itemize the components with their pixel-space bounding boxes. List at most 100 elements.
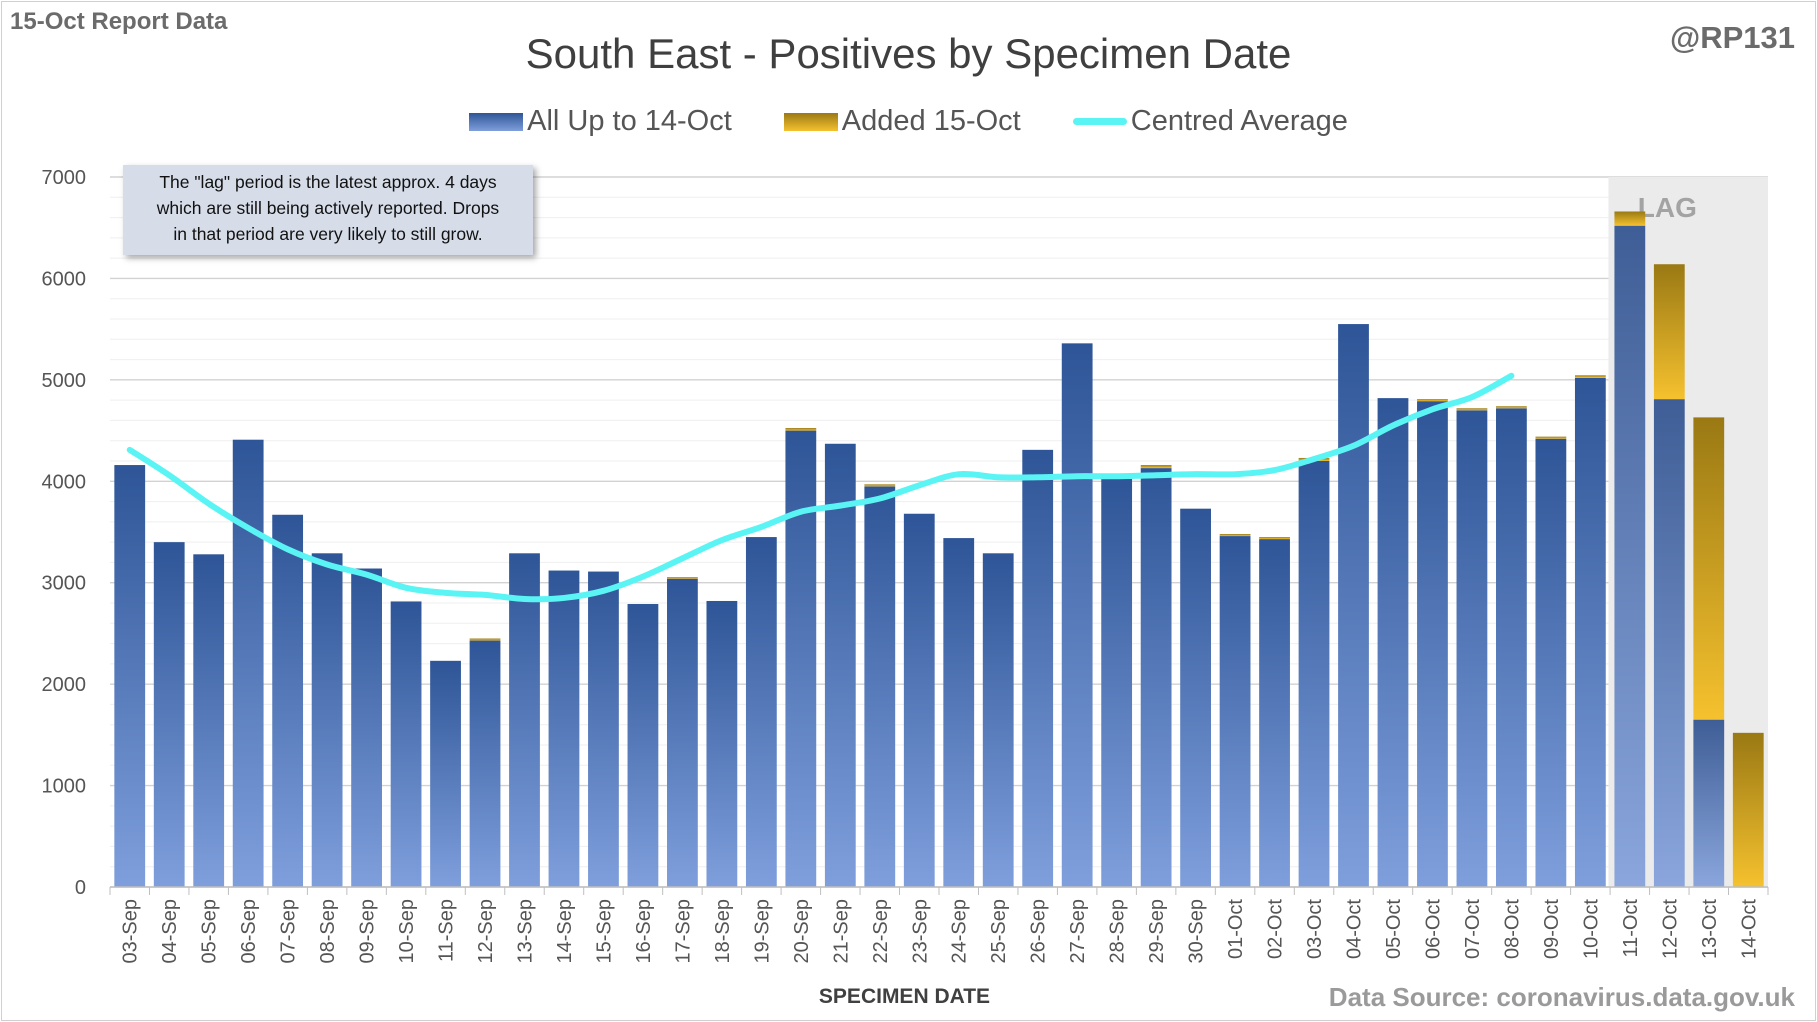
bar-added-29-Sep (1140, 465, 1172, 469)
legend-label-base: All Up to 14-Oct (527, 105, 732, 137)
bar-base-06-Sep (232, 439, 264, 887)
bar-base-22-Sep (864, 486, 896, 887)
bar-added-12-Oct (1653, 264, 1685, 400)
bar-base-24-Sep (943, 538, 975, 887)
lag-label: LAG (1638, 192, 1697, 223)
x-tick-label: 24-Sep (949, 899, 971, 964)
bar-base-10-Oct (1574, 377, 1606, 887)
bar-base-18-Sep (706, 600, 738, 887)
bar-base-23-Sep (903, 513, 935, 887)
bar-base-17-Sep (667, 578, 698, 887)
x-tick-label: 08-Sep (317, 899, 339, 964)
x-tick-label: 14-Oct (1738, 899, 1760, 959)
x-tick-label: 26-Sep (1028, 899, 1050, 964)
x-tick-label: 08-Oct (1501, 899, 1523, 959)
legend-swatch-added (783, 112, 838, 131)
bar-base-02-Oct (1259, 539, 1290, 887)
y-tick-label: 0 (75, 877, 86, 899)
x-tick-label: 04-Sep (159, 899, 181, 964)
x-tick-label: 06-Sep (238, 899, 260, 964)
bar-base-11-Sep (430, 660, 461, 887)
bar-base-28-Sep (1101, 478, 1133, 887)
x-tick-label: 27-Sep (1067, 899, 1089, 964)
legend-item-average: Centred Average (1072, 105, 1348, 138)
bar-base-26-Sep (1022, 449, 1054, 887)
bar-base-15-Sep (588, 571, 619, 887)
x-tick-label: 09-Oct (1541, 899, 1563, 959)
bar-base-07-Sep (272, 514, 304, 887)
bar-base-30-Sep (1180, 508, 1211, 887)
centred-average-line (126, 372, 1515, 603)
legend-label-added: Added 15-Oct (841, 105, 1021, 137)
bar-added-07-Oct (1456, 408, 1488, 411)
x-tick-label: 12-Oct (1659, 899, 1681, 959)
bar-added-10-Oct (1574, 375, 1606, 378)
bar-base-03-Oct (1298, 461, 1330, 887)
bar-base-03-Sep (114, 465, 146, 887)
x-tick-label: 05-Sep (199, 899, 221, 964)
legend-item-added: Added 15-Oct (783, 105, 1021, 138)
bar-base-05-Oct (1377, 398, 1409, 887)
x-tick-label: 29-Sep (1146, 899, 1168, 964)
x-tick-label: 15-Sep (593, 899, 615, 964)
x-tick-label: 20-Sep (791, 899, 813, 964)
chart-title: South East - Positives by Specimen Date (525, 30, 1292, 77)
bar-added-01-Oct (1219, 534, 1251, 537)
x-tick-label: 16-Sep (633, 899, 655, 964)
bar-base-20-Sep (785, 430, 817, 887)
y-tick-label: 4000 (42, 471, 87, 493)
bar-base-04-Oct (1338, 324, 1369, 888)
x-tick-label: 13-Sep (515, 899, 537, 964)
lag-note-line-1: The "lag" period is the latest approx. 4… (159, 172, 497, 192)
y-tick-label: 7000 (42, 167, 87, 189)
x-tick-label: 05-Oct (1383, 899, 1405, 959)
bar-base-13-Sep (509, 553, 540, 887)
legend-label-average: Centred Average (1130, 105, 1348, 137)
x-tick-label: 10-Sep (396, 899, 418, 964)
bar-base-09-Oct (1535, 438, 1567, 887)
bar-base-07-Oct (1456, 410, 1488, 887)
x-tick-label: 11-Sep (436, 899, 458, 962)
x-tick-label: 21-Sep (830, 899, 852, 964)
bar-base-13-Oct (1693, 719, 1725, 887)
bar-added-14-Oct (1732, 732, 1764, 887)
x-tick-label: 07-Oct (1462, 899, 1484, 959)
x-tick-label: 01-Oct (1225, 899, 1247, 959)
lag-note-line-3: in that period are very likely to still … (173, 224, 483, 244)
bar-added-06-Oct (1417, 399, 1448, 402)
x-tick-label: 18-Sep (712, 899, 734, 964)
bar-base-29-Sep (1140, 468, 1172, 887)
x-tick-label: 07-Sep (278, 899, 300, 964)
bar-base-08-Oct (1496, 408, 1527, 887)
bar-added-22-Sep (864, 484, 896, 487)
y-tick-label: 6000 (42, 268, 87, 290)
bar-base-19-Sep (745, 537, 777, 887)
bar-base-21-Sep (824, 443, 856, 887)
x-tick-label: 14-Sep (554, 899, 576, 964)
bar-added-09-Oct (1535, 436, 1567, 439)
bar-added-02-Oct (1259, 537, 1290, 540)
x-tick-label: 17-Sep (672, 899, 694, 964)
data-source-label: Data Source: coronavirus.data.gov.uk (1328, 982, 1795, 1012)
lag-note-line-2: which are still being actively reported.… (156, 198, 500, 218)
y-tick-label: 1000 (42, 776, 87, 798)
legend-item-base: All Up to 14-Oct (469, 105, 732, 138)
x-tick-label: 06-Oct (1422, 899, 1444, 959)
x-tick-label: 03-Oct (1304, 899, 1326, 959)
y-tick-label: 3000 (42, 573, 87, 595)
bar-base-12-Oct (1653, 399, 1685, 887)
author-handle: @RP131 (1669, 20, 1795, 55)
x-tick-label: 03-Sep (120, 899, 142, 964)
x-tick-label: 13-Oct (1699, 899, 1721, 959)
bar-base-16-Sep (627, 604, 659, 887)
x-axis-title: SPECIMEN DATE (818, 985, 991, 1008)
bar-base-11-Oct (1614, 225, 1646, 887)
x-tick-label: 23-Sep (909, 899, 931, 964)
bar-base-05-Sep (193, 554, 225, 887)
x-tick-label: 25-Sep (988, 899, 1010, 964)
bar-added-10-Sep (390, 600, 422, 602)
x-tick-label: 10-Oct (1580, 899, 1602, 959)
y-tick-label: 2000 (42, 674, 87, 696)
